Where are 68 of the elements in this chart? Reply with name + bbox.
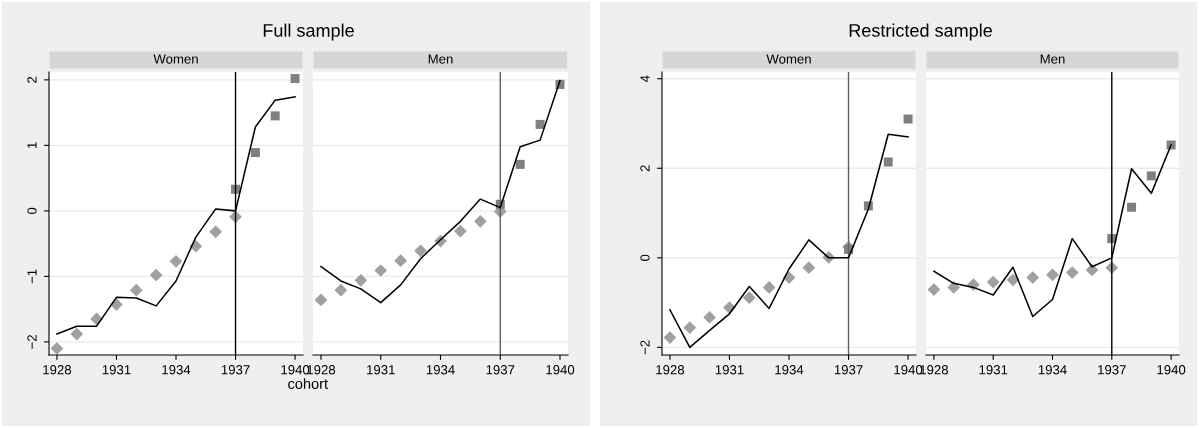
point [414, 244, 427, 258]
point [1166, 140, 1176, 150]
point [209, 225, 223, 239]
x-tick-label: 1931 [979, 365, 1008, 375]
point [947, 281, 961, 294]
point [802, 261, 816, 275]
chart-subtitle: Women [153, 54, 198, 64]
x-tick-label: 1928 [43, 365, 72, 375]
x-tick-label: 1937 [834, 365, 863, 375]
point [742, 291, 756, 305]
point [473, 215, 487, 228]
x-tick-label: 1931 [102, 365, 131, 375]
x-tick-label: 1931 [367, 365, 395, 375]
y-tick-label: 0 [640, 254, 650, 261]
point [270, 111, 280, 121]
chart-title: Full sample [263, 23, 354, 41]
point [986, 275, 1000, 289]
x-tick-label: 1931 [715, 365, 744, 375]
point [149, 268, 163, 282]
x-tick-label: 1937 [1098, 365, 1126, 375]
point [1146, 171, 1156, 181]
point [70, 327, 84, 341]
point [903, 114, 913, 124]
x-axis-title: cohort [288, 378, 328, 389]
point [1127, 202, 1137, 212]
point [762, 281, 776, 294]
point [515, 159, 525, 169]
point [129, 283, 143, 297]
point [683, 321, 697, 335]
point [314, 293, 328, 307]
point [1065, 266, 1079, 279]
point [703, 311, 716, 324]
y-tick-label: 2 [27, 76, 37, 83]
point [535, 119, 545, 129]
chart-subtitle: Women [766, 54, 811, 64]
chart-title: Restricted sample [849, 23, 992, 41]
y-tick-label: −2 [27, 335, 37, 349]
point [1046, 268, 1059, 282]
point [334, 283, 348, 297]
y-tick-label: 2 [640, 165, 650, 172]
y-tick-label: −1 [27, 269, 37, 284]
x-tick-label: 1937 [221, 365, 250, 375]
x-tick-label: 1934 [162, 365, 191, 375]
y-tick-label: 1 [27, 142, 37, 149]
x-tick-label: 1934 [426, 365, 455, 375]
chart-subtitle: Men [428, 54, 453, 64]
y-tick-label: 4 [640, 75, 650, 83]
point [883, 157, 893, 167]
line-series [669, 133, 909, 349]
point [250, 148, 260, 158]
point [394, 254, 408, 268]
y-tick-label: −2 [640, 340, 650, 355]
point [454, 224, 467, 238]
x-tick-label: 1937 [486, 365, 515, 375]
x-tick-label: 1934 [775, 365, 804, 375]
point [169, 254, 183, 268]
chart-subtitle: Men [1040, 54, 1065, 64]
point [290, 74, 300, 84]
point [1026, 271, 1040, 284]
x-tick-label: 1940 [1157, 365, 1186, 375]
y-tick-label: 0 [27, 207, 37, 215]
x-tick-label: 1928 [656, 365, 685, 375]
point [1006, 273, 1020, 287]
point [354, 273, 368, 287]
point [374, 264, 388, 277]
x-tick-label: 1940 [546, 365, 575, 375]
point [927, 283, 941, 296]
x-tick-label: 1934 [1038, 365, 1067, 375]
